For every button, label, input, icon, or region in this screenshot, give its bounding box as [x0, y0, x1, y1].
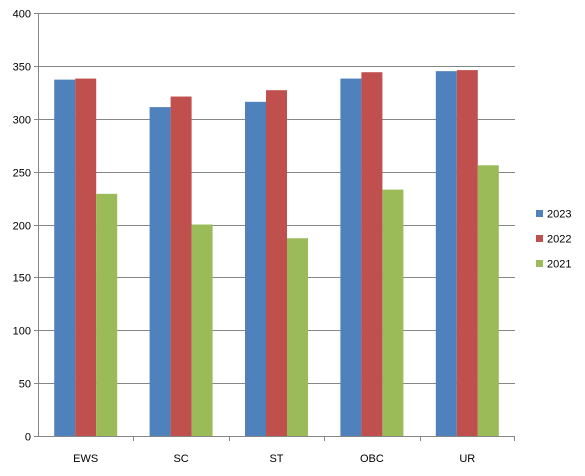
y-tick-label: 150: [13, 273, 31, 285]
bar-obc-2023: [340, 78, 362, 436]
bar-ews-2021: [96, 193, 118, 436]
y-tick-label: 50: [19, 379, 31, 391]
bar-ews-2023: [54, 79, 76, 436]
y-tick-label: 350: [13, 62, 31, 74]
bar-obc-2021: [382, 189, 404, 436]
legend-label-2023: 2023: [547, 209, 571, 221]
bar-ur-2021: [477, 165, 499, 436]
legend-label-2022: 2022: [547, 234, 571, 246]
bar-st-2021: [287, 238, 308, 436]
bar-st-2023: [245, 101, 266, 436]
x-tick-labels: EWS SC ST OBC UR: [73, 453, 475, 465]
x-tick-label-sc: SC: [173, 453, 188, 465]
y-tick-label: 0: [25, 432, 31, 444]
bar-sc-2023: [149, 107, 171, 437]
x-tick-label-st: ST: [269, 453, 283, 465]
axes: [34, 13, 515, 441]
x-tick-label-ews: EWS: [73, 453, 98, 465]
y-tick-label: 250: [13, 168, 31, 180]
legend-swatch-2021: [536, 260, 543, 267]
legend-swatch-2022: [536, 235, 543, 242]
y-tick-label: 100: [13, 326, 31, 338]
bar-ur-2022: [456, 70, 478, 436]
y-tick-label: 300: [13, 115, 31, 127]
bar-ews-2022: [75, 78, 97, 436]
legend-swatch-2023: [536, 210, 543, 217]
bar-sc-2022: [170, 96, 192, 436]
legend: 2023 2022 2021: [536, 209, 571, 271]
legend-label-2021: 2021: [547, 259, 571, 271]
x-tick-label-obc: OBC: [360, 453, 384, 465]
y-tick-label: 200: [13, 221, 31, 233]
y-tick-labels: 0 50 100 150 200 250 300 350 400: [13, 9, 31, 444]
bar-sc-2021: [191, 224, 213, 436]
bar-ur-2023: [435, 71, 457, 436]
bars: [54, 70, 499, 437]
y-tick-label: 400: [13, 9, 31, 21]
bar-obc-2022: [361, 72, 383, 436]
bar-st-2022: [266, 90, 287, 436]
x-tick-label-ur: UR: [459, 453, 475, 465]
